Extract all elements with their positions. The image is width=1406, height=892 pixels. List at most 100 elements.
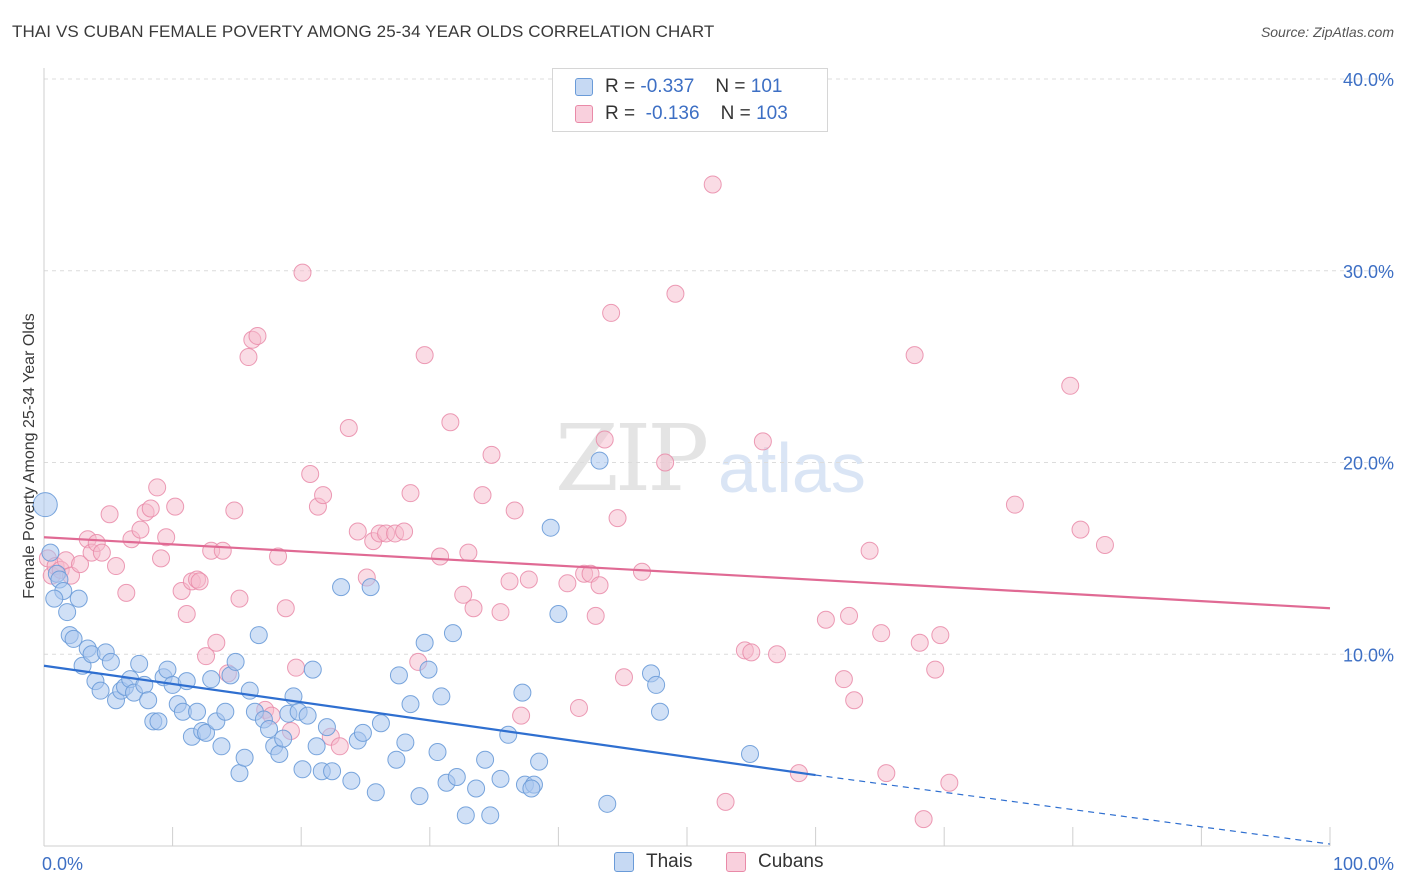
cubans-point-72 bbox=[558, 574, 577, 593]
x-tick-label-min: 0.0% bbox=[42, 854, 83, 874]
thais-point-38 bbox=[212, 737, 231, 756]
thais-point-13 bbox=[91, 681, 110, 700]
cubans-point-93 bbox=[834, 670, 853, 689]
thais-point-5 bbox=[58, 603, 77, 622]
thais-point-15 bbox=[101, 652, 120, 671]
thais-point-43 bbox=[235, 748, 254, 767]
cubans-point-101 bbox=[914, 810, 933, 829]
cubans-point-100 bbox=[910, 633, 929, 652]
thais-point-76 bbox=[428, 743, 447, 762]
cubans-point-68 bbox=[500, 572, 519, 591]
thais-point-57 bbox=[303, 660, 322, 679]
cubans-point-89 bbox=[753, 432, 772, 451]
thais-point-67 bbox=[366, 783, 385, 802]
cubans-point-15 bbox=[131, 520, 150, 539]
cubans-point-57 bbox=[401, 484, 420, 503]
cubans-point-30 bbox=[213, 541, 232, 560]
legend-row-cubans: R = -0.136 N = 103 bbox=[575, 103, 788, 125]
cubans-point-23 bbox=[177, 604, 196, 623]
thais-point-56 bbox=[298, 706, 317, 725]
thais-point-91 bbox=[530, 752, 549, 771]
cubans-point-11 bbox=[100, 505, 119, 524]
correlation-legend: R = -0.337 N = 101 R = -0.136 N = 103 bbox=[552, 68, 828, 132]
legend-n-label-thais: N = bbox=[715, 76, 746, 97]
cubans-point-61 bbox=[441, 413, 460, 432]
y-tick-label-40: 40.0% bbox=[1343, 70, 1394, 90]
cubans-point-86 bbox=[716, 792, 735, 811]
legend-thais-label: Thais bbox=[646, 851, 693, 872]
thais-point-72 bbox=[401, 695, 420, 714]
thais-point-42 bbox=[230, 764, 249, 783]
cubans-point-84 bbox=[666, 284, 685, 303]
thais-point-36 bbox=[202, 670, 221, 689]
legend-row-thais: R = -0.337 N = 101 bbox=[575, 76, 782, 98]
cubans-point-62 bbox=[454, 585, 473, 604]
thais-point-83 bbox=[476, 750, 495, 769]
cubans-point-10 bbox=[92, 543, 111, 562]
thais-point-50 bbox=[270, 744, 289, 763]
trend-lines bbox=[43, 536, 1331, 845]
cubans-point-67 bbox=[491, 603, 510, 622]
cubans-point-56 bbox=[395, 522, 414, 541]
cubans-point-20 bbox=[157, 528, 176, 547]
cubans-point-33 bbox=[230, 589, 249, 608]
cubans-point-94 bbox=[840, 606, 859, 625]
thais-point-77 bbox=[432, 687, 451, 706]
series-legend: Thais Cubans bbox=[0, 851, 1406, 877]
legend-item-cubans[interactable]: Cubans bbox=[726, 851, 824, 873]
thais-point-58 bbox=[307, 737, 326, 756]
cubans-point-73 bbox=[569, 698, 588, 717]
cubans-trend-line bbox=[43, 536, 1331, 610]
legend-cubans-label: Cubans bbox=[758, 851, 824, 872]
axes bbox=[43, 68, 1331, 847]
cubans-point-79 bbox=[602, 303, 621, 322]
watermark-zip: ZIP bbox=[555, 405, 709, 512]
cubans-point-26 bbox=[190, 572, 209, 591]
thais-point-61 bbox=[323, 762, 342, 781]
cubans-point-29 bbox=[207, 633, 226, 652]
cubans-point-80 bbox=[608, 509, 627, 528]
thais-point-95 bbox=[598, 794, 617, 813]
cubans-point-83 bbox=[656, 453, 675, 472]
cubans-point-13 bbox=[117, 583, 136, 602]
cubans-point-106 bbox=[1061, 376, 1080, 395]
thais-point-93 bbox=[549, 604, 568, 623]
watermark-atlas: atlas bbox=[718, 429, 866, 507]
cubans-point-44 bbox=[301, 465, 320, 484]
thais-point-92 bbox=[541, 518, 560, 537]
cubans-point-97 bbox=[872, 624, 891, 643]
thais-legend-swatch bbox=[614, 852, 634, 872]
cubans-point-81 bbox=[614, 668, 633, 687]
cubans-point-65 bbox=[473, 486, 492, 505]
thais-point-100 bbox=[45, 589, 64, 608]
cubans-point-85 bbox=[703, 175, 722, 194]
cubans-point-18 bbox=[148, 478, 167, 497]
thais-point-41 bbox=[226, 652, 245, 671]
thais-trend-line bbox=[43, 664, 816, 777]
cubans-point-96 bbox=[860, 541, 879, 560]
legend-item-thais[interactable]: Thais bbox=[614, 851, 692, 873]
legend-r-label-thais: R = bbox=[605, 76, 636, 97]
cubans-point-90 bbox=[768, 645, 787, 664]
legend-n-label-cubans: N = bbox=[720, 103, 751, 124]
thais-point-33 bbox=[188, 702, 207, 721]
cubans-point-49 bbox=[339, 418, 358, 437]
cubans-point-77 bbox=[590, 576, 609, 595]
thais-point-8 bbox=[69, 589, 88, 608]
cubans-point-69 bbox=[505, 501, 524, 520]
thais-point-69 bbox=[387, 750, 406, 769]
cubans-point-78 bbox=[595, 430, 614, 449]
cubans-point-6 bbox=[71, 555, 90, 574]
thais-point-62 bbox=[332, 578, 351, 597]
thais-points bbox=[32, 451, 760, 825]
thais-point-21 bbox=[130, 654, 149, 673]
thais-point-48 bbox=[260, 720, 279, 739]
thais-point-73 bbox=[410, 787, 429, 806]
thais-point-85 bbox=[491, 769, 510, 788]
thais-point-86 bbox=[499, 725, 518, 744]
cubans-point-40 bbox=[276, 599, 295, 618]
thais-point-0 bbox=[32, 492, 58, 518]
thais-point-23 bbox=[139, 691, 158, 710]
cubans-point-95 bbox=[845, 691, 864, 710]
